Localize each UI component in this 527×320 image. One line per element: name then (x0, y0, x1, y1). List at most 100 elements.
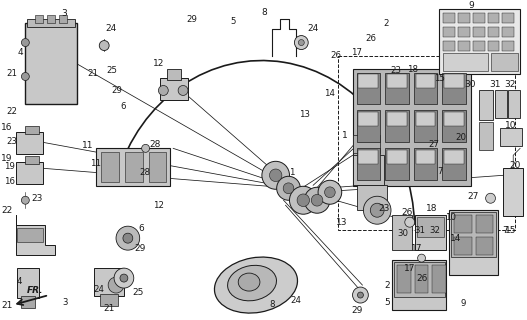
Bar (387, 112, 407, 126)
Bar (414, 73, 437, 104)
Text: 22: 22 (6, 107, 17, 116)
Bar (17, 228, 43, 242)
Circle shape (22, 73, 30, 81)
Circle shape (283, 183, 294, 194)
Bar (476, 215, 493, 233)
Text: 30: 30 (398, 228, 409, 238)
Text: 5: 5 (384, 298, 390, 307)
Text: 12: 12 (153, 201, 164, 210)
Bar (501, 128, 522, 146)
Ellipse shape (214, 257, 298, 313)
Bar (415, 215, 446, 250)
Text: 16: 16 (4, 177, 15, 186)
Circle shape (142, 144, 150, 152)
Text: 17: 17 (411, 244, 422, 253)
Text: 32: 32 (429, 226, 440, 235)
Text: 31: 31 (490, 80, 501, 89)
Circle shape (417, 254, 425, 262)
Bar (353, 155, 384, 185)
Circle shape (295, 36, 308, 50)
Text: 1: 1 (342, 131, 348, 140)
Text: 25: 25 (106, 66, 117, 75)
Bar (392, 215, 412, 250)
Text: 18: 18 (426, 204, 437, 213)
Text: 23: 23 (6, 137, 17, 146)
Text: 19: 19 (4, 162, 15, 171)
Text: 15: 15 (505, 226, 517, 235)
Bar (442, 110, 466, 142)
Text: 24: 24 (308, 24, 319, 33)
Text: 13: 13 (336, 218, 348, 227)
Bar (59, 15, 67, 23)
Bar (167, 68, 181, 81)
Circle shape (304, 187, 330, 213)
Bar (27, 19, 75, 27)
Bar (449, 210, 499, 275)
Bar (444, 150, 464, 164)
Text: 31: 31 (414, 226, 425, 235)
Bar (432, 265, 446, 293)
Text: 15: 15 (434, 74, 445, 84)
Text: 5: 5 (231, 17, 236, 26)
Circle shape (22, 39, 30, 46)
Circle shape (269, 169, 282, 181)
Bar (458, 27, 470, 36)
Bar (385, 148, 409, 180)
Bar (25, 126, 39, 134)
Text: 2: 2 (384, 281, 390, 290)
Bar (15, 162, 43, 184)
Circle shape (289, 186, 317, 214)
Bar (495, 91, 508, 118)
Text: 32: 32 (504, 80, 516, 89)
Bar (417, 217, 444, 237)
Bar (473, 41, 485, 51)
Bar (35, 15, 43, 23)
Text: 12: 12 (153, 59, 164, 68)
Circle shape (370, 203, 384, 217)
Bar (15, 132, 43, 154)
Circle shape (178, 85, 188, 95)
Text: 14: 14 (324, 89, 335, 99)
Circle shape (298, 40, 304, 45)
Text: 26: 26 (401, 208, 413, 217)
Text: 3: 3 (61, 9, 67, 18)
Bar (442, 148, 466, 180)
Text: 21: 21 (88, 69, 99, 78)
Text: 13: 13 (299, 110, 310, 119)
Circle shape (318, 180, 341, 204)
Text: 6: 6 (120, 101, 125, 110)
Text: 7: 7 (437, 167, 443, 176)
Text: 23: 23 (32, 194, 43, 203)
Text: 21: 21 (103, 304, 115, 313)
Bar (502, 12, 514, 23)
Text: 27: 27 (428, 140, 439, 149)
Text: 17: 17 (351, 48, 362, 57)
Text: 26: 26 (330, 51, 341, 60)
Text: 2: 2 (383, 19, 388, 28)
Bar (94, 268, 124, 296)
Bar (476, 237, 493, 255)
Bar (444, 75, 464, 88)
Circle shape (311, 195, 323, 206)
Text: 25: 25 (132, 288, 143, 297)
Circle shape (277, 176, 300, 200)
Bar (387, 150, 407, 164)
Bar (416, 75, 435, 88)
Polygon shape (15, 215, 55, 255)
Bar (353, 135, 380, 153)
Circle shape (262, 161, 289, 189)
Bar (479, 91, 493, 120)
Bar (473, 12, 485, 23)
Bar (440, 9, 520, 74)
Bar (149, 152, 167, 182)
Circle shape (120, 274, 128, 282)
Circle shape (22, 196, 30, 204)
Text: 24: 24 (290, 296, 301, 305)
Bar (394, 262, 445, 297)
Text: FR.: FR. (27, 285, 43, 295)
Bar (473, 27, 485, 36)
Text: 28: 28 (150, 140, 161, 149)
Text: 29: 29 (111, 86, 122, 95)
Text: 27: 27 (467, 192, 479, 201)
Bar (358, 75, 378, 88)
